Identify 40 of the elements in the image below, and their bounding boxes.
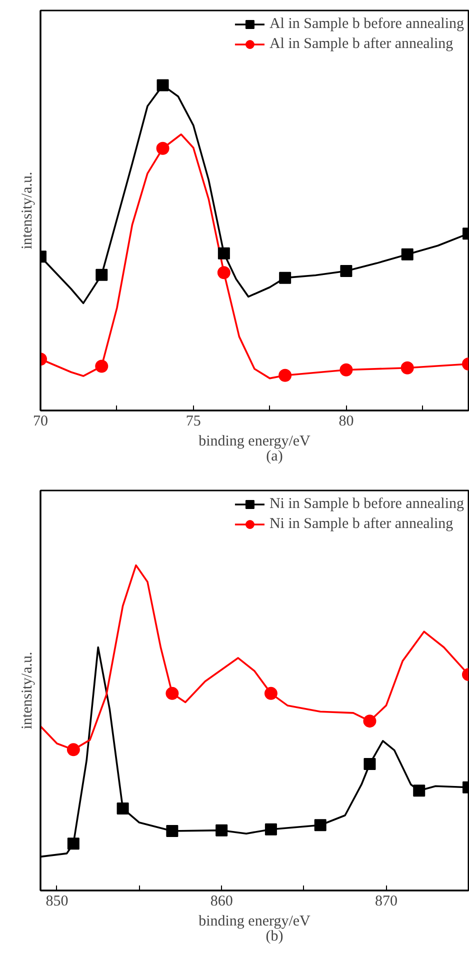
point bbox=[363, 714, 376, 728]
x-tick-label: 80 bbox=[338, 414, 354, 430]
legend-label: Al in Sample b before annealing bbox=[269, 15, 464, 33]
text: (b) bbox=[266, 928, 284, 944]
point bbox=[400, 361, 414, 374]
y-axis-title: intensity/a.u. bbox=[20, 172, 36, 250]
point bbox=[217, 266, 230, 280]
x-axis-title: binding energy/eV bbox=[198, 434, 311, 450]
legend-label: Ni in Sample b after annealing bbox=[269, 515, 454, 533]
point bbox=[278, 368, 292, 382]
point bbox=[401, 248, 414, 260]
point bbox=[413, 784, 426, 797]
point bbox=[216, 824, 228, 836]
x-tick-label: 70 bbox=[33, 414, 48, 430]
x-tick-label: 75 bbox=[186, 414, 201, 430]
point bbox=[364, 758, 376, 770]
point bbox=[279, 272, 292, 284]
point bbox=[156, 142, 170, 155]
legend-label: Al in Sample b after annealing bbox=[269, 35, 454, 53]
point bbox=[166, 686, 179, 700]
point bbox=[340, 264, 352, 277]
point bbox=[314, 819, 326, 832]
point bbox=[264, 686, 278, 700]
point bbox=[96, 268, 108, 281]
point bbox=[264, 823, 277, 836]
point bbox=[95, 360, 108, 373]
legend-label: Ni in Sample b before annealing bbox=[269, 495, 464, 513]
point bbox=[116, 802, 129, 815]
point bbox=[67, 838, 80, 850]
point bbox=[218, 247, 230, 260]
x-tick-label: 850 bbox=[46, 894, 68, 910]
y-axis-title: intensity/a.u. bbox=[20, 652, 36, 730]
text: (a) bbox=[266, 448, 283, 464]
x-tick-label: 860 bbox=[210, 894, 233, 910]
point bbox=[66, 743, 80, 756]
point bbox=[340, 363, 353, 376]
x-tick-label: 870 bbox=[374, 894, 398, 910]
point bbox=[166, 824, 178, 837]
x-axis-title: binding energy/eV bbox=[198, 914, 311, 930]
point bbox=[156, 79, 169, 92]
